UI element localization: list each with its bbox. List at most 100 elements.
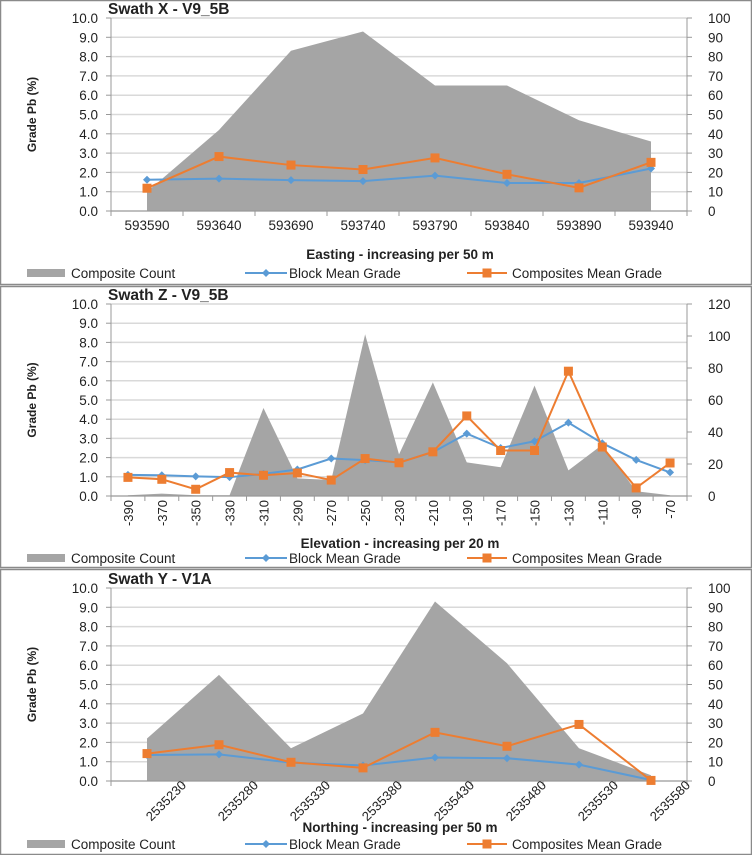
legend-label-composite-count: Composite Count — [71, 266, 176, 281]
composites-mean-grade-point — [503, 170, 512, 179]
x-tick-label: -310 — [256, 500, 271, 526]
y2-tick-label: 40 — [708, 127, 723, 142]
y-tick-label: 10.0 — [72, 11, 98, 26]
y-tick-label: 7.0 — [79, 69, 98, 84]
legend: Composite Count Block Mean Grade Composite… — [27, 266, 662, 281]
x-tick-label: 593940 — [628, 218, 673, 233]
y2-tick-label: 70 — [708, 69, 723, 84]
x-tick-label: 593890 — [556, 218, 601, 233]
legend-label-composites-mean-grade: Composites Mean Grade — [512, 837, 662, 852]
y2-tick-label: 100 — [708, 11, 731, 26]
x-tick-label: -190 — [460, 500, 475, 526]
y-tick-label: 4.0 — [79, 412, 98, 427]
composites-mean-grade-point — [496, 446, 505, 455]
y-tick-label: 8.0 — [79, 50, 98, 65]
x-tick-label: 593790 — [412, 218, 457, 233]
chart-title: Swath Z - V9_5B — [108, 287, 229, 304]
x-tick-label: 593840 — [484, 218, 529, 233]
y-tick-label: 3.0 — [79, 146, 98, 161]
y-tick-label: 6.0 — [79, 658, 98, 673]
y2-tick-label: 90 — [708, 30, 723, 45]
y-axis-title: Grade Pb (%) — [25, 362, 39, 437]
y-tick-label: 4.0 — [79, 697, 98, 712]
composites-mean-grade-point — [431, 728, 440, 737]
y-tick-label: 4.0 — [79, 127, 98, 142]
legend-label-composites-mean-grade: Composites Mean Grade — [512, 551, 662, 566]
composites-mean-grade-point — [287, 758, 296, 767]
legend-marker-composites-mean-grade — [483, 840, 492, 849]
y2-tick-label: 0 — [708, 774, 716, 789]
composites-mean-grade-point — [123, 473, 132, 482]
y-tick-label: 10.0 — [72, 297, 98, 312]
y2-tick-label: 80 — [708, 361, 723, 376]
x-tick-label: -150 — [528, 500, 543, 526]
y2-tick-label: 60 — [708, 658, 723, 673]
y2-tick-label: 60 — [708, 393, 723, 408]
y2-tick-label: 30 — [708, 146, 723, 161]
x-tick-label: 593690 — [268, 218, 313, 233]
x-axis-title: Northing - increasing per 50 m — [302, 820, 497, 835]
composites-mean-grade-point — [598, 443, 607, 452]
y2-tick-label: 80 — [708, 620, 723, 635]
composites-mean-grade-point — [666, 458, 675, 467]
y2-tick-label: 10 — [708, 755, 723, 770]
y-tick-label: 0.0 — [79, 774, 98, 789]
composites-mean-grade-point — [395, 458, 404, 467]
y-tick-label: 2.0 — [79, 165, 98, 180]
y2-tick-label: 50 — [708, 108, 723, 123]
x-tick-label: -110 — [595, 500, 610, 525]
composites-mean-grade-point — [215, 740, 224, 749]
x-tick-label: -90 — [629, 500, 644, 519]
y2-tick-label: 90 — [708, 600, 723, 615]
x-tick-label: -250 — [358, 500, 373, 526]
y2-tick-label: 40 — [708, 425, 723, 440]
x-tick-label: -290 — [290, 500, 305, 526]
y-tick-label: 2.0 — [79, 451, 98, 466]
legend-label-block-mean-grade: Block Mean Grade — [289, 266, 401, 281]
y2-tick-label: 50 — [708, 678, 723, 693]
y2-tick-label: 20 — [708, 165, 723, 180]
y-tick-label: 0.0 — [79, 489, 98, 504]
x-axis-title: Easting - increasing per 50 m — [306, 247, 494, 262]
y-tick-label: 0.0 — [79, 204, 98, 219]
y-tick-label: 7.0 — [79, 639, 98, 654]
composites-mean-grade-point — [564, 367, 573, 376]
y-tick-label: 3.0 — [79, 431, 98, 446]
y-tick-label: 1.0 — [79, 185, 98, 200]
legend-label-composites-mean-grade: Composites Mean Grade — [512, 266, 662, 281]
y2-tick-label: 20 — [708, 735, 723, 750]
y2-tick-label: 120 — [708, 297, 731, 312]
composites-mean-grade-point — [157, 475, 166, 484]
y-tick-label: 1.0 — [79, 470, 98, 485]
chart-panel-1: 0.01.02.03.04.05.06.07.08.09.010.0010203… — [1, 1, 752, 285]
y-tick-label: 3.0 — [79, 716, 98, 731]
composites-mean-grade-point — [431, 153, 440, 162]
legend-marker-composites-mean-grade — [483, 269, 492, 278]
composites-mean-grade-point — [575, 183, 584, 192]
composites-mean-grade-point — [361, 454, 370, 463]
y-tick-label: 9.0 — [79, 316, 98, 331]
legend-label-composite-count: Composite Count — [71, 551, 176, 566]
y-tick-label: 5.0 — [79, 393, 98, 408]
y-tick-label: 8.0 — [79, 335, 98, 350]
y2-tick-label: 80 — [708, 50, 723, 65]
composites-mean-grade-point — [428, 447, 437, 456]
composites-mean-grade-point — [215, 152, 224, 161]
y-tick-label: 10.0 — [72, 581, 98, 596]
x-tick-label: -330 — [223, 500, 238, 526]
composites-mean-grade-point — [462, 411, 471, 420]
composites-mean-grade-point — [143, 184, 152, 193]
x-tick-label: -350 — [189, 500, 204, 526]
composites-mean-grade-point — [632, 483, 641, 492]
y-tick-label: 9.0 — [79, 30, 98, 45]
composites-mean-grade-point — [359, 165, 368, 174]
y-axis-title: Grade Pb (%) — [25, 647, 39, 722]
x-tick-label: 593590 — [124, 218, 169, 233]
x-tick-label: -170 — [494, 500, 509, 526]
y2-tick-label: 40 — [708, 697, 723, 712]
y2-tick-label: 0 — [708, 489, 716, 504]
legend-marker-composites-mean-grade — [483, 554, 492, 563]
composites-mean-grade-point — [293, 468, 302, 477]
